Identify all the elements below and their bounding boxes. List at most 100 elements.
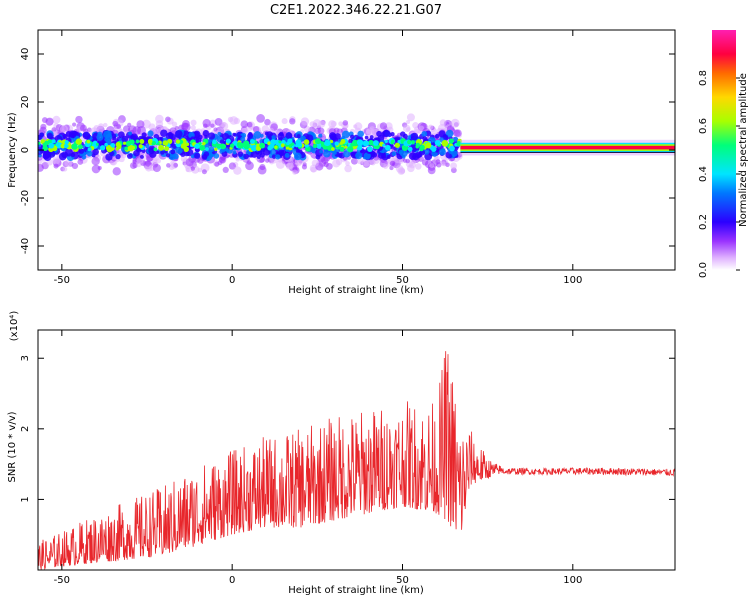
spectrogram-cloud-mark (233, 166, 242, 175)
spectrogram-cloud-mark (300, 117, 310, 126)
spectrogram-cloud-mark (233, 117, 240, 125)
spectrogram-cloud-mark (246, 121, 253, 128)
spectrogram-cloud-mark (64, 159, 72, 167)
spectrogram-cloud-mark (127, 122, 132, 127)
spectrogram-core-mark (194, 147, 200, 153)
spectrogram-peak-mark (334, 141, 339, 146)
snr-y-tick-label: 3 (20, 355, 31, 361)
spectrogram-core-mark (43, 154, 48, 159)
spectrogram-peak-mark (312, 143, 318, 149)
spectrogram-peak-mark (394, 142, 400, 148)
spectrogram-cloud-mark (222, 166, 229, 173)
spectrogram-core-mark (140, 154, 144, 159)
spectrogram-peak-mark (415, 142, 421, 148)
spectrogram-core-mark (390, 132, 395, 137)
spectrogram-core-mark (401, 154, 406, 159)
spectrogram-y-tick-label: 40 (20, 48, 31, 61)
spectrogram-core-mark (183, 150, 190, 157)
spectrogram-cloud-mark (450, 162, 458, 170)
spectrogram-core-mark (247, 132, 254, 139)
spectrogram-core-mark (232, 150, 237, 155)
snr-series-line (38, 351, 675, 570)
spectrogram-cloud-mark (201, 169, 207, 175)
spectrogram-core-mark (147, 130, 154, 137)
spectrogram-cloud-mark (350, 157, 358, 165)
spectrogram-core-mark (257, 150, 263, 156)
spectrogram-cloud-mark (148, 123, 156, 131)
spectrogram-peak-mark (194, 143, 200, 149)
spectrogram-core-mark (350, 134, 355, 140)
spectrogram-core-mark (82, 131, 91, 140)
spectrogram-core-mark (411, 144, 417, 150)
spectrogram-cloud-mark (155, 158, 162, 164)
spectrogram-cloud-mark (213, 127, 218, 132)
spectrogram-cloud-mark (71, 162, 79, 170)
spectrogram-core-mark (243, 153, 249, 160)
spectrogram-cloud-mark (91, 164, 101, 174)
spectrogram-core-mark (126, 153, 133, 159)
spectrogram-peak-mark (449, 145, 455, 152)
spectrogram-peak-mark (212, 139, 217, 145)
spectrogram-peak-mark (147, 138, 153, 144)
spectrogram-core-mark (453, 136, 459, 143)
spectrogram-cloud-mark (264, 118, 271, 126)
spectrogram-cloud-mark (435, 159, 441, 165)
spectrogram-cloud-mark (214, 161, 220, 167)
spectrogram-cloud-mark (292, 169, 298, 175)
spectrogram-core-mark (383, 129, 391, 137)
spectrogram-core-mark (318, 133, 323, 138)
spectrogram-peak-mark (419, 144, 425, 150)
spectrogram-peak-mark (106, 146, 113, 153)
spectrogram-peak-mark (164, 146, 170, 152)
spectrogram-peak-mark (316, 144, 322, 149)
spectrogram-peak-mark (397, 139, 401, 144)
spectrogram-x-tick-label: -50 (54, 275, 70, 286)
spectrogram-core-mark (329, 133, 337, 140)
spectrogram-cloud-mark (228, 162, 237, 170)
spectrogram-cloud-mark (59, 125, 69, 134)
spectrogram-core-mark (399, 131, 406, 137)
spectrogram-cloud-mark (415, 163, 422, 170)
spectrogram-peak-mark (139, 139, 145, 144)
spectrogram-core-mark (391, 151, 397, 157)
spectrogram-peak-mark (64, 140, 69, 145)
spectrogram-peak-mark (384, 139, 388, 143)
spectrogram-peak-mark (64, 143, 69, 149)
spectrogram-cloud-mark (328, 120, 337, 129)
spectrogram-peak-mark (131, 145, 136, 150)
spectrogram-cloud-mark (45, 117, 54, 126)
spectrogram-cloud-mark (190, 166, 196, 171)
spectrogram-core-mark (141, 132, 147, 138)
spectrogram-cloud-mark (407, 164, 415, 173)
spectrogram-core-mark (260, 134, 264, 138)
spectrogram-cloud-mark (370, 159, 376, 166)
spectrogram-cloud-mark (103, 122, 108, 128)
spectrogram-core-mark (203, 151, 210, 157)
spectrogram-cloud-mark (210, 123, 215, 128)
snr-y-tick-label: 2 (20, 426, 31, 432)
colorbar-tick-label: 0.4 (698, 166, 709, 182)
spectrogram-cloud-mark (450, 118, 460, 128)
spectrogram-core-mark (381, 153, 387, 159)
spectrogram-core-mark (190, 154, 195, 159)
spectrogram-cloud-mark (344, 164, 352, 173)
spectrogram-peak-mark (175, 139, 181, 144)
spectrogram-cloud-mark (402, 124, 411, 133)
spectrogram-core-mark (96, 133, 104, 141)
spectrogram-cloud-mark (354, 122, 363, 131)
spectrogram-core-mark (208, 146, 215, 153)
spectrogram-cloud-mark (240, 120, 249, 128)
spectrogram-cloud-mark (153, 128, 159, 133)
spectrogram-cloud-mark (170, 160, 175, 165)
spectrogram-peak-mark (95, 142, 99, 146)
spectrogram-peak-mark (87, 147, 92, 152)
spectrogram-peak-mark (278, 140, 282, 144)
spectrogram-peak-mark (151, 140, 156, 146)
spectrogram-core-mark (64, 148, 73, 157)
spectrogram-core-mark (285, 132, 293, 140)
spectrogram-cloud-mark (52, 115, 61, 124)
spectrogram-cloud-mark (369, 126, 375, 132)
spectrogram-cloud-mark (281, 118, 288, 125)
spectrogram-peak-mark (250, 144, 258, 152)
spectrogram-peak-mark (185, 142, 190, 146)
